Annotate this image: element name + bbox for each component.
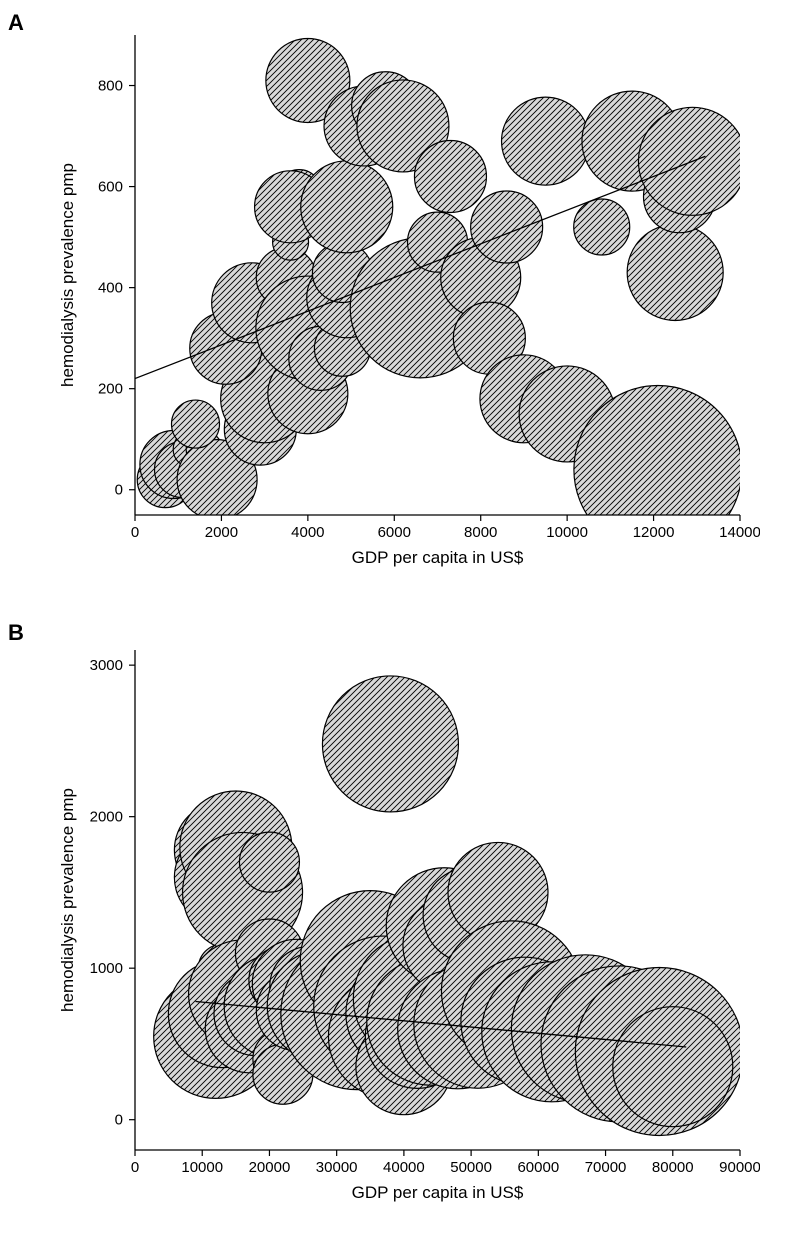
y-tick-label: 0: [115, 1112, 123, 1129]
y-tick-label: 800: [98, 78, 123, 95]
x-tick-label: 4000: [291, 524, 324, 541]
x-tick-label: 40000: [383, 1159, 425, 1176]
bubble: [172, 400, 220, 448]
x-tick-label: 8000: [464, 524, 497, 541]
bubble: [627, 224, 723, 320]
bubble: [471, 191, 543, 263]
x-tick-label: 12000: [633, 524, 675, 541]
y-tick-label: 1000: [90, 960, 123, 977]
x-tick-label: 2000: [205, 524, 238, 541]
x-axis-label: GDP per capita in US$: [352, 548, 524, 567]
chart-a: 0 2000 4000 6000 8000 10000 12000 14000 0 200 400 6…: [40, 25, 760, 585]
x-tick-label: 0: [131, 524, 139, 541]
x-tick-label: 6000: [378, 524, 411, 541]
x-tick-label: 80000: [652, 1159, 694, 1176]
x-tick-label: 20000: [249, 1159, 291, 1176]
x-tick-label: 10000: [546, 524, 588, 541]
y-tick-label: 2000: [90, 809, 123, 826]
x-tick-label: 90000: [719, 1159, 760, 1176]
bubble: [574, 199, 630, 255]
x-tick-label: 70000: [585, 1159, 627, 1176]
bubble: [239, 832, 299, 892]
bubble: [502, 97, 590, 185]
y-tick-label: 600: [98, 179, 123, 196]
chart-b: 0100002000030000400005000060000700008000…: [40, 640, 760, 1220]
chart-svg: 0100002000030000400005000060000700008000…: [40, 640, 760, 1220]
bubble: [613, 1007, 733, 1127]
y-tick-label: 0: [115, 482, 123, 499]
y-axis-label: hemodialysis prevalence pmp: [58, 163, 77, 387]
bubble: [301, 161, 393, 253]
x-tick-label: 14000: [719, 524, 760, 541]
x-tick-label: 10000: [181, 1159, 223, 1176]
x-tick-label: 50000: [450, 1159, 492, 1176]
x-axis-label: GDP per capita in US$: [352, 1183, 524, 1202]
bubble: [414, 140, 486, 212]
page: A 02000400060008000100001200014000020040…: [0, 0, 787, 1252]
y-tick-label: 3000: [90, 657, 123, 674]
panel-a-label: A: [8, 10, 24, 36]
chart-svg: 0 2000 4000 6000 8000 10000 12000 14000 0 200 400 6…: [40, 25, 760, 585]
y-axis-label: hemodialysis prevalence pmp: [58, 788, 77, 1012]
bubble-group: [154, 676, 744, 1136]
x-tick-label: 0: [131, 1159, 139, 1176]
y-tick-label: 200: [98, 381, 123, 398]
x-tick-label: 60000: [517, 1159, 559, 1176]
x-tick-label: 30000: [316, 1159, 358, 1176]
bubble-group: [137, 38, 746, 553]
panel-b-label: B: [8, 620, 24, 646]
y-tick-label: 400: [98, 280, 123, 297]
bubble: [322, 676, 458, 812]
